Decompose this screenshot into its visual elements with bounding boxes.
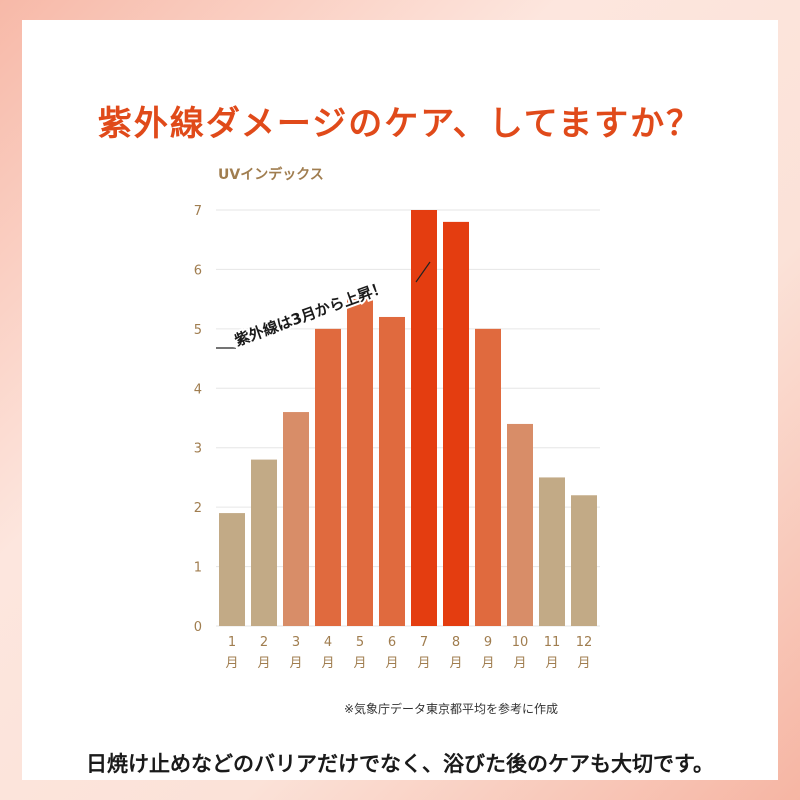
bar-month-12	[571, 495, 597, 626]
x-tick-label: 12	[576, 635, 593, 650]
bar-month-9	[475, 328, 501, 626]
source-note: ※気象庁データ東京都平均を参考に作成	[344, 702, 559, 716]
y-tick-label: 3	[194, 442, 202, 457]
y-axis-label: UVインデックス	[218, 166, 324, 183]
x-tick-unit: 月	[513, 656, 526, 671]
x-tick-unit: 月	[577, 656, 590, 671]
x-tick-label: 4	[324, 635, 332, 650]
annotation-slash-right	[415, 261, 431, 283]
bar-month-1	[219, 513, 245, 626]
x-tick-unit: 月	[321, 656, 334, 671]
bar-month-3	[283, 412, 309, 626]
x-tick-unit: 月	[449, 656, 462, 671]
bar-month-11	[539, 477, 565, 626]
bar-month-5	[347, 299, 373, 626]
x-tick-unit: 月	[257, 656, 270, 671]
x-tick-label: 3	[292, 635, 300, 650]
x-tick-unit: 月	[353, 656, 366, 671]
x-tick-unit: 月	[417, 656, 430, 671]
bar-month-2	[251, 459, 277, 626]
y-tick-label: 5	[194, 323, 202, 338]
x-tick-label: 7	[420, 635, 428, 650]
x-tick-label: 2	[260, 635, 268, 650]
x-tick-label: 10	[512, 635, 529, 650]
x-tick-label: 9	[484, 635, 492, 650]
bar-month-8	[443, 221, 469, 626]
x-tick-unit: 月	[385, 656, 398, 671]
x-tick-label: 5	[356, 635, 364, 650]
bar-month-6	[379, 316, 405, 626]
y-tick-label: 0	[194, 620, 202, 635]
x-tick-label: 11	[544, 635, 561, 650]
y-tick-label: 1	[194, 561, 202, 576]
y-tick-label: 4	[194, 382, 202, 397]
bar-month-10	[507, 423, 533, 626]
x-tick-label: 6	[388, 635, 396, 650]
y-tick-label: 6	[194, 263, 202, 278]
bar-month-7	[411, 210, 437, 626]
y-tick-label: 2	[194, 501, 202, 516]
x-tick-label: 8	[452, 635, 460, 650]
headline: 紫外線ダメージのケア、してますか？	[97, 104, 703, 144]
bar-month-4	[315, 328, 341, 626]
y-tick-label: 7	[194, 204, 202, 219]
x-tick-unit: 月	[481, 656, 494, 671]
caption: 日焼け止めなどのバリアだけでなく、浴びた後のケアも大切です。	[86, 752, 714, 776]
x-tick-unit: 月	[289, 656, 302, 671]
x-tick-label: 1	[228, 635, 236, 650]
x-tick-unit: 月	[225, 656, 238, 671]
x-tick-unit: 月	[545, 656, 558, 671]
